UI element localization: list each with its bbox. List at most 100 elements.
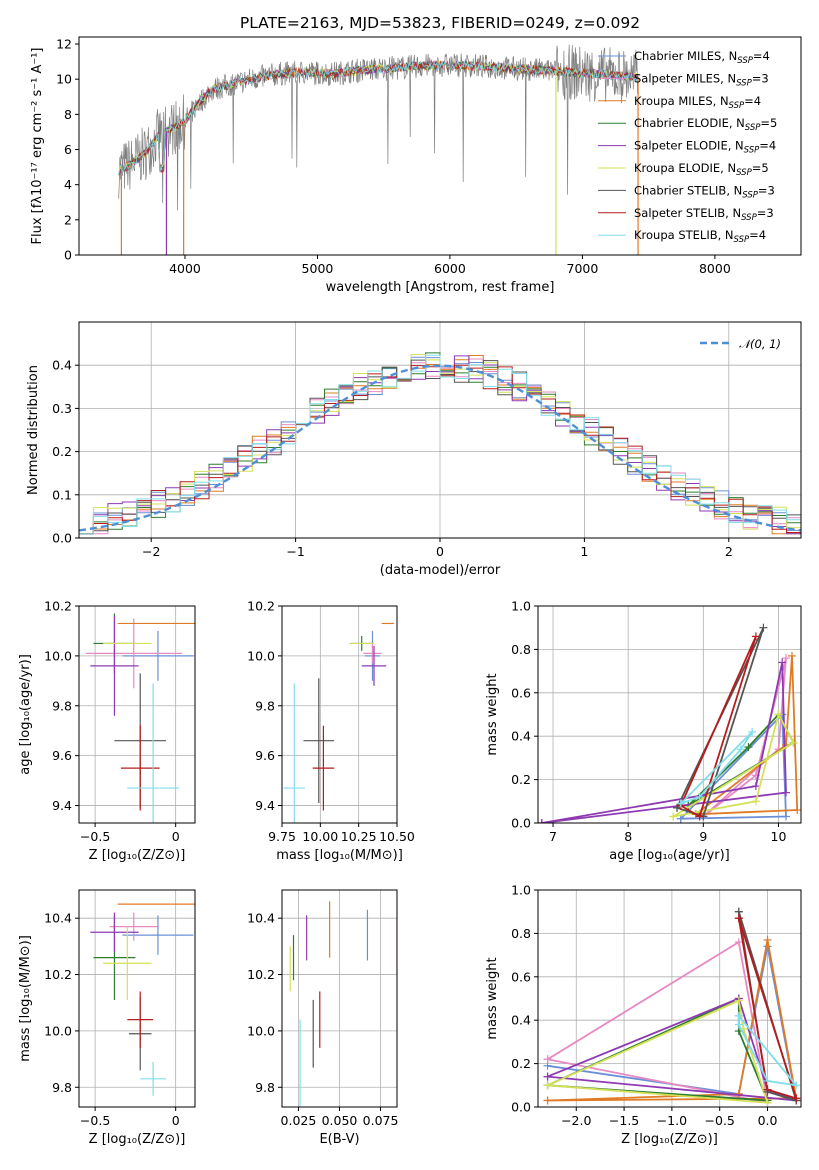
mass-weight-line (547, 940, 769, 1104)
x-axis-label: (data-model)/error (380, 563, 501, 578)
plus-marker (538, 819, 546, 823)
mass-weight-line (737, 917, 798, 1100)
errorbar-point (363, 643, 382, 664)
age-vs-metallicity-panel: −0.5 0 9.4 9.6 9.8 10.0 10.2 Z [log₁₀(Z/Z⊙)] age… (18, 599, 196, 863)
x-tick-label: 0.050 (322, 1113, 358, 1128)
legend-subscript: SSP (734, 235, 750, 245)
plus-marker (676, 799, 685, 808)
legend-entry: Salpeter MILES, NSSP=3 (634, 71, 769, 88)
plus-marker (778, 658, 787, 667)
y-axis-label: Normed distribution (26, 365, 41, 495)
y-tick-label: 0.4 (52, 358, 72, 373)
y-tick-label: 1.0 (511, 883, 531, 898)
y-tick-label: 10.0 (247, 1023, 275, 1038)
plus-marker (543, 1096, 552, 1105)
y-tick-label: 0.2 (511, 1056, 531, 1071)
legend-entry: Chabrier MILES, NSSP=4 (634, 49, 770, 66)
y-tick-label: 0.3 (52, 401, 72, 416)
plus-marker (781, 812, 790, 821)
plot-area (289, 901, 397, 1107)
y-tick-label: 10.2 (247, 967, 275, 982)
legend-subscript: SSP (745, 123, 761, 133)
model-spectrum-line (118, 59, 639, 176)
legend-subscript: SSP (742, 190, 758, 200)
errorbar-point (140, 1061, 166, 1096)
errorbar-point (127, 683, 179, 823)
y-tick-label: 1.0 (511, 599, 531, 614)
x-axis-label: Z [log₁₀(Z/Z⊙)] (89, 848, 186, 863)
x-tick-label: 9.75 (268, 829, 296, 844)
mass-vs-reddening-panel: 0.025 0.050 0.075 9.8 10.0 10.2 10.4 E(B-V) (247, 889, 398, 1147)
x-axis-label: age [log₁₀(age/yr)] (609, 848, 730, 863)
errorbar-point (90, 615, 139, 716)
residuals-panel: −2 −1 0 1 2 0.0 0.1 0.2 0.3 0.4 (data-model)/error… (26, 321, 802, 578)
legend-text: Salpeter STELIB, N (634, 206, 741, 220)
y-tick-label: 9.8 (255, 1080, 275, 1095)
x-tick-label: 8 (624, 829, 632, 844)
legend-subscript: SSP (736, 78, 752, 88)
x-tick-label: 10.00 (302, 829, 338, 844)
x-tick-label: 0.0 (758, 1113, 778, 1128)
x-axis-label: Z [log₁₀(Z/Z⊙)] (89, 1132, 186, 1147)
errorbar-point (90, 912, 139, 952)
plus-marker (774, 710, 783, 719)
plus-marker (763, 935, 772, 944)
y-tick-label: 0.8 (511, 926, 531, 941)
plus-marker (736, 745, 745, 754)
legend-entry: Salpeter ELODIE, NSSP=4 (634, 139, 776, 156)
axes-frame (281, 605, 398, 824)
plot-area (283, 622, 394, 823)
plus-marker (787, 651, 796, 660)
plus-marker (695, 812, 704, 821)
y-tick-label: 10.0 (247, 648, 275, 663)
y-tick-label: 10.2 (247, 599, 275, 614)
errorbar-point (303, 678, 335, 804)
plus-marker (763, 1085, 772, 1094)
y-axis-label: age [log₁₀(age/yr)] (18, 654, 33, 775)
legend-text: Kroupa STELIB, N (634, 228, 734, 242)
plus-marker (792, 1094, 801, 1103)
y-tick-label: 9.4 (255, 798, 275, 813)
errorbar-point (120, 725, 160, 811)
age-vs-mass-panel: 9.75 10.00 10.25 10.50 9.4 9.6 9.8 10.0 10.2 mass… (247, 599, 415, 864)
mass-weight-vs-age-panel: 7 8 9 10 0.0 0.2 0.4 0.6 0.8 1.0 age [log₁₀(age/yr… (485, 599, 802, 863)
axes-frame (537, 605, 802, 824)
plus-marker (734, 938, 743, 947)
model-spectrum-line (118, 60, 639, 176)
y-tick-label: 0.4 (511, 1013, 531, 1028)
legend-entry: Salpeter STELIB, NSSP=3 (634, 206, 774, 223)
x-tick-label: 7 (549, 829, 557, 844)
y-tick-label: 10 (56, 72, 72, 87)
model-spectrum-line (118, 60, 639, 176)
y-tick-label: 0.2 (511, 772, 531, 787)
y-tick-label: 12 (56, 37, 72, 52)
x-tick-label: 5000 (302, 261, 334, 276)
legend-text: =3 (757, 206, 774, 220)
legend-text: Salpeter MILES, N (634, 71, 736, 85)
legend-entry: Chabrier STELIB, NSSP=3 (634, 183, 775, 200)
y-tick-label: 10.4 (44, 911, 72, 926)
plus-marker (748, 727, 757, 736)
errorbar-point (122, 630, 194, 681)
mass-weight-line (680, 712, 787, 820)
model-spectrum-line (118, 59, 639, 176)
x-axis-label: wavelength [Angstrom, rest frame] (326, 280, 555, 295)
y-tick-label: 9.4 (52, 798, 72, 813)
legend-text: Kroupa ELODIE, N (634, 161, 736, 175)
x-tick-label: −2.0 (561, 1113, 591, 1128)
axes-frame (78, 321, 802, 539)
errorbar-point (127, 991, 154, 1048)
plus-marker (543, 1055, 552, 1064)
legend-text: Salpeter ELODIE, N (634, 139, 744, 153)
residual-histogram (79, 354, 801, 535)
y-tick-label: 0.4 (511, 729, 531, 744)
y-tick-label: 9.8 (52, 1080, 72, 1095)
x-tick-label: −1.0 (657, 1113, 687, 1128)
y-axis-label: mass [log₁₀(M/M⊙)] (18, 935, 33, 1062)
legend-entry: Chabrier ELODIE, NSSP=5 (634, 116, 777, 133)
x-tick-label: 0 (436, 544, 444, 559)
y-tick-label: 0 (64, 248, 72, 263)
legend-subscript: SSP (741, 213, 757, 223)
legend-subscript: SSP (744, 146, 760, 156)
